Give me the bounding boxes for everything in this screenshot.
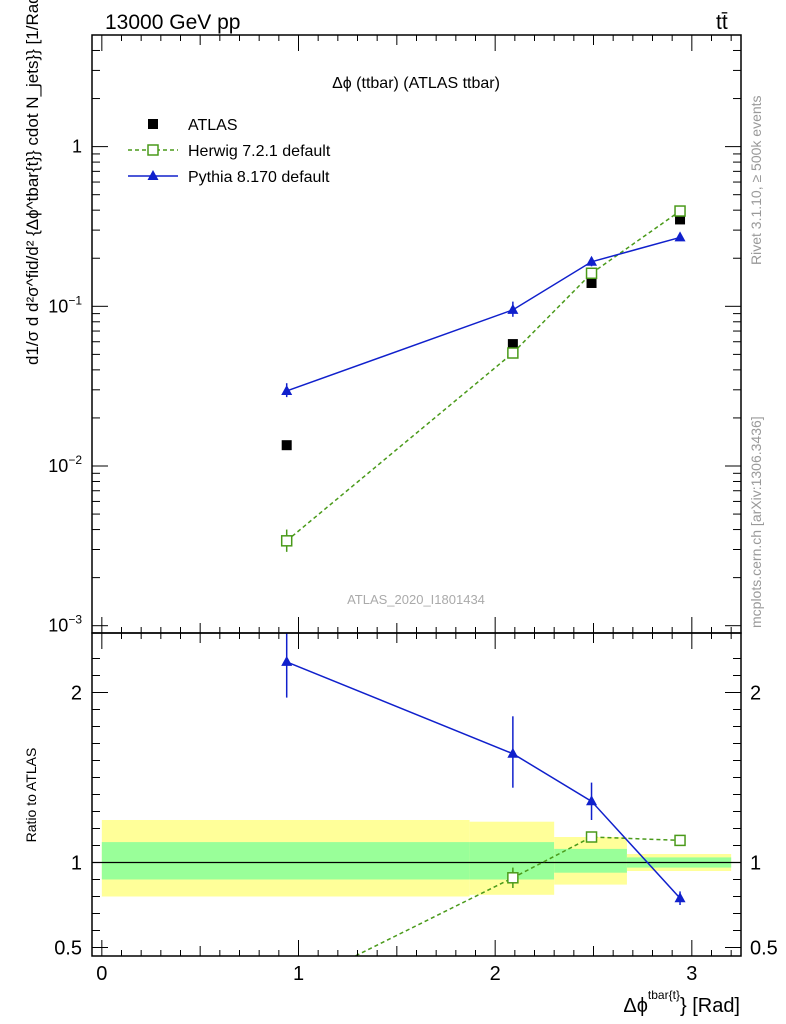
- rivet-label: Rivet 3.1.10, ≥ 500k events: [748, 95, 764, 265]
- data-point: [507, 747, 519, 758]
- ratio-axes: 0.5 0.5 1 1 2 2 0 1 2 3: [54, 633, 778, 985]
- data-point: [148, 119, 158, 129]
- ratio-y-tick-label: 2: [71, 683, 82, 705]
- x-tick-label: 0: [96, 963, 107, 985]
- ratio-y-tick-label-right: 1: [750, 853, 761, 875]
- data-point: [507, 339, 518, 350]
- series-line: [353, 836, 681, 956]
- main-axes: 10−3 10−2 10−1 1: [48, 34, 741, 636]
- series-pythia: [281, 231, 686, 398]
- data-point: [507, 303, 519, 314]
- ratio-y-tick-label-right: 0.5: [750, 938, 778, 960]
- main-y-axis-label: d1/σ d d²σ^fid/d² {Δϕ^tbar{t}} cdot N_je…: [23, 0, 42, 365]
- data-point: [586, 255, 598, 266]
- x-tick-label: 1: [293, 963, 304, 985]
- data-point: [674, 834, 686, 847]
- data-point: [674, 892, 686, 903]
- ratio-panel: 0.5 0.5 1 1 2 2 0 1 2 3 Ratio to ATLAS Δϕtbar{t}}…: [23, 632, 778, 1017]
- data-point: [507, 347, 519, 359]
- data-point: [281, 440, 292, 451]
- main-title: Δϕ (ttbar) (ATLAS ttbar): [332, 75, 500, 92]
- data-point: [507, 872, 519, 884]
- data-point: [281, 384, 293, 395]
- mcplots-label: mcplots.cern.ch [arXiv:1306.3436]: [748, 416, 764, 628]
- main-panel: 10−3 10−2 10−1 1 Δϕ (ttbar) (ATLAS ttbar) A…: [23, 0, 742, 636]
- process-label: tt̄: [716, 11, 728, 34]
- x-axis-label-symbol: Δϕ: [623, 995, 648, 1017]
- ratio-y-tick-label: 0.5: [54, 938, 82, 960]
- legend-label: Pythia 8.170 default: [188, 169, 330, 186]
- legend: ATLAS Herwig 7.2.1 default Pythia 8.170 de…: [128, 117, 331, 186]
- band-inner: [554, 848, 627, 873]
- series-line: [286, 236, 681, 392]
- ratio-y-axis-label: Ratio to ATLAS: [23, 748, 39, 843]
- ratio-x-axis-label: Δϕtbar{t}} [Rad]: [623, 988, 740, 1017]
- data-point: [147, 170, 159, 180]
- ratio-series-marks: [281, 633, 686, 956]
- analysis-watermark: ATLAS_2020_I1801434: [347, 592, 485, 607]
- data-point: [674, 205, 686, 217]
- x-axis-label-suffix: } [Rad]: [680, 995, 740, 1017]
- data-point: [147, 144, 159, 156]
- data-point: [675, 214, 686, 225]
- ratio-uncertainty-bands: [101, 820, 732, 897]
- legend-label: ATLAS: [188, 117, 238, 134]
- data-point: [281, 655, 293, 666]
- ratio-y-tick-label: 1: [71, 853, 82, 875]
- series-herwig: [353, 831, 686, 956]
- ratio-y-tick-label-right: 2: [750, 683, 761, 705]
- data-point: [585, 267, 598, 280]
- y-tick-label: 10−1: [48, 293, 82, 316]
- data-point: [585, 831, 598, 843]
- ratio-frame: [91, 632, 742, 957]
- series-line: [286, 661, 681, 899]
- energy-label: 13000 GeV pp: [105, 11, 240, 34]
- series-atlas: [281, 214, 686, 451]
- legend-label: Herwig 7.2.1 default: [188, 143, 331, 160]
- band-inner: [101, 842, 470, 880]
- x-tick-label: 2: [490, 963, 501, 985]
- data-point: [674, 231, 686, 242]
- y-tick-label: 10−2: [48, 453, 82, 476]
- x-tick-label: 3: [686, 963, 697, 985]
- data-point: [586, 277, 597, 288]
- x-axis-label-superscript: tbar{t}: [648, 988, 680, 1002]
- main-series-marks: [280, 205, 686, 552]
- y-tick-label: 1: [72, 137, 82, 157]
- series-pythia: [281, 633, 686, 905]
- data-point: [280, 535, 293, 547]
- series-herwig: [280, 205, 686, 552]
- data-point: [586, 795, 598, 806]
- series-line: [286, 210, 681, 542]
- y-tick-label: 10−3: [48, 613, 82, 636]
